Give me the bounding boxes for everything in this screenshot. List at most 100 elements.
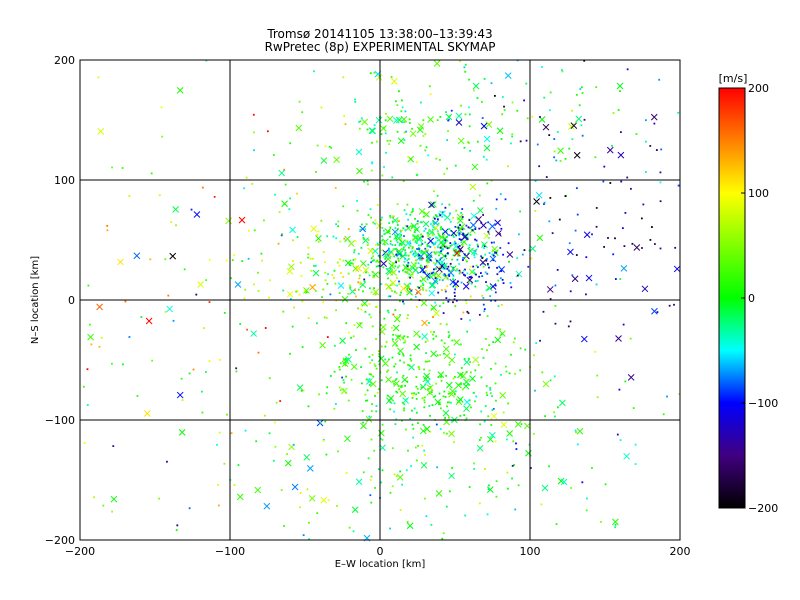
cross-marker [525, 449, 532, 457]
cross-marker [523, 422, 531, 430]
dot-marker [355, 349, 357, 351]
dot-marker [403, 260, 406, 263]
dot-marker [370, 169, 373, 172]
cross-marker [412, 233, 419, 241]
dot-marker [456, 286, 458, 289]
dot-marker [568, 242, 571, 245]
dot-marker [98, 345, 101, 348]
dot-marker [489, 388, 492, 391]
dot-marker [409, 242, 412, 245]
dot-marker [434, 263, 437, 266]
dot-marker [396, 316, 398, 319]
cross-marker [483, 144, 491, 152]
dot-marker [419, 221, 422, 224]
dot-marker [338, 368, 341, 371]
dot-marker [502, 411, 505, 414]
dot-marker [172, 319, 175, 322]
dot-marker [413, 225, 416, 228]
cross-marker [500, 421, 508, 429]
dot-marker [100, 336, 103, 339]
dot-marker [489, 392, 492, 395]
dot-marker [432, 222, 435, 225]
dot-marker [395, 292, 398, 295]
dot-marker [289, 142, 292, 145]
dot-marker [423, 230, 426, 232]
dot-marker [337, 450, 339, 453]
dot-marker [373, 259, 375, 262]
dot-marker [339, 240, 342, 243]
dot-marker [423, 399, 426, 402]
dot-marker [467, 357, 470, 360]
dot-marker [367, 263, 370, 266]
dot-marker [402, 374, 405, 377]
cross-marker [348, 240, 355, 247]
dot-marker [511, 477, 513, 480]
dot-marker [167, 294, 170, 297]
cross-marker [176, 87, 184, 94]
dot-marker [371, 141, 373, 144]
dot-marker [280, 489, 283, 491]
cross-marker [432, 224, 439, 232]
cross-marker [344, 235, 351, 243]
dot-marker [396, 249, 399, 252]
cross-marker [377, 355, 385, 362]
dot-marker [158, 194, 161, 197]
dot-marker [487, 264, 489, 266]
dot-marker [596, 374, 599, 377]
dot-marker [379, 242, 382, 244]
dot-marker [468, 276, 471, 279]
dot-marker [298, 293, 301, 296]
dot-marker [474, 285, 477, 288]
dot-marker [469, 361, 471, 364]
dot-marker [458, 234, 461, 237]
dot-marker [583, 118, 586, 121]
dot-marker [472, 199, 475, 202]
dot-marker [344, 357, 347, 360]
dot-marker [281, 233, 283, 235]
dot-marker [528, 249, 531, 252]
dot-marker [499, 328, 502, 331]
dot-marker [677, 111, 680, 114]
cross-marker [422, 220, 430, 228]
dot-marker [517, 484, 520, 487]
dot-marker [334, 186, 337, 189]
cross-marker [254, 486, 262, 494]
dot-marker [486, 349, 488, 352]
dot-marker [453, 441, 455, 444]
dot-marker [569, 320, 572, 323]
dot-marker [617, 109, 620, 111]
dot-marker [429, 259, 432, 262]
dot-marker [452, 266, 455, 269]
dot-marker [343, 115, 346, 117]
dot-marker [444, 255, 447, 257]
dot-marker [170, 221, 173, 223]
dot-marker [369, 494, 372, 497]
dot-marker [183, 268, 186, 271]
dot-marker [421, 268, 424, 271]
dot-marker [435, 268, 437, 270]
dot-marker [383, 166, 385, 168]
dot-marker [381, 216, 383, 219]
cross-marker [435, 490, 443, 497]
cross-marker [456, 217, 464, 224]
cross-marker [145, 317, 153, 325]
dot-marker [349, 262, 352, 265]
dot-marker [634, 443, 637, 446]
dot-marker [391, 266, 394, 269]
dot-marker [535, 342, 538, 344]
cross-marker [424, 378, 431, 386]
dot-marker [488, 266, 490, 269]
dot-marker [444, 206, 447, 209]
dot-marker [417, 262, 420, 265]
dot-marker [395, 344, 398, 347]
dot-marker [467, 106, 470, 109]
dot-marker [479, 423, 481, 426]
dot-marker [208, 360, 211, 362]
dot-marker [400, 229, 403, 232]
dot-marker [450, 474, 453, 477]
dot-marker [343, 237, 346, 240]
cross-marker [333, 156, 340, 164]
dot-marker [419, 258, 421, 261]
dot-marker [394, 244, 397, 246]
dot-marker [88, 323, 91, 326]
